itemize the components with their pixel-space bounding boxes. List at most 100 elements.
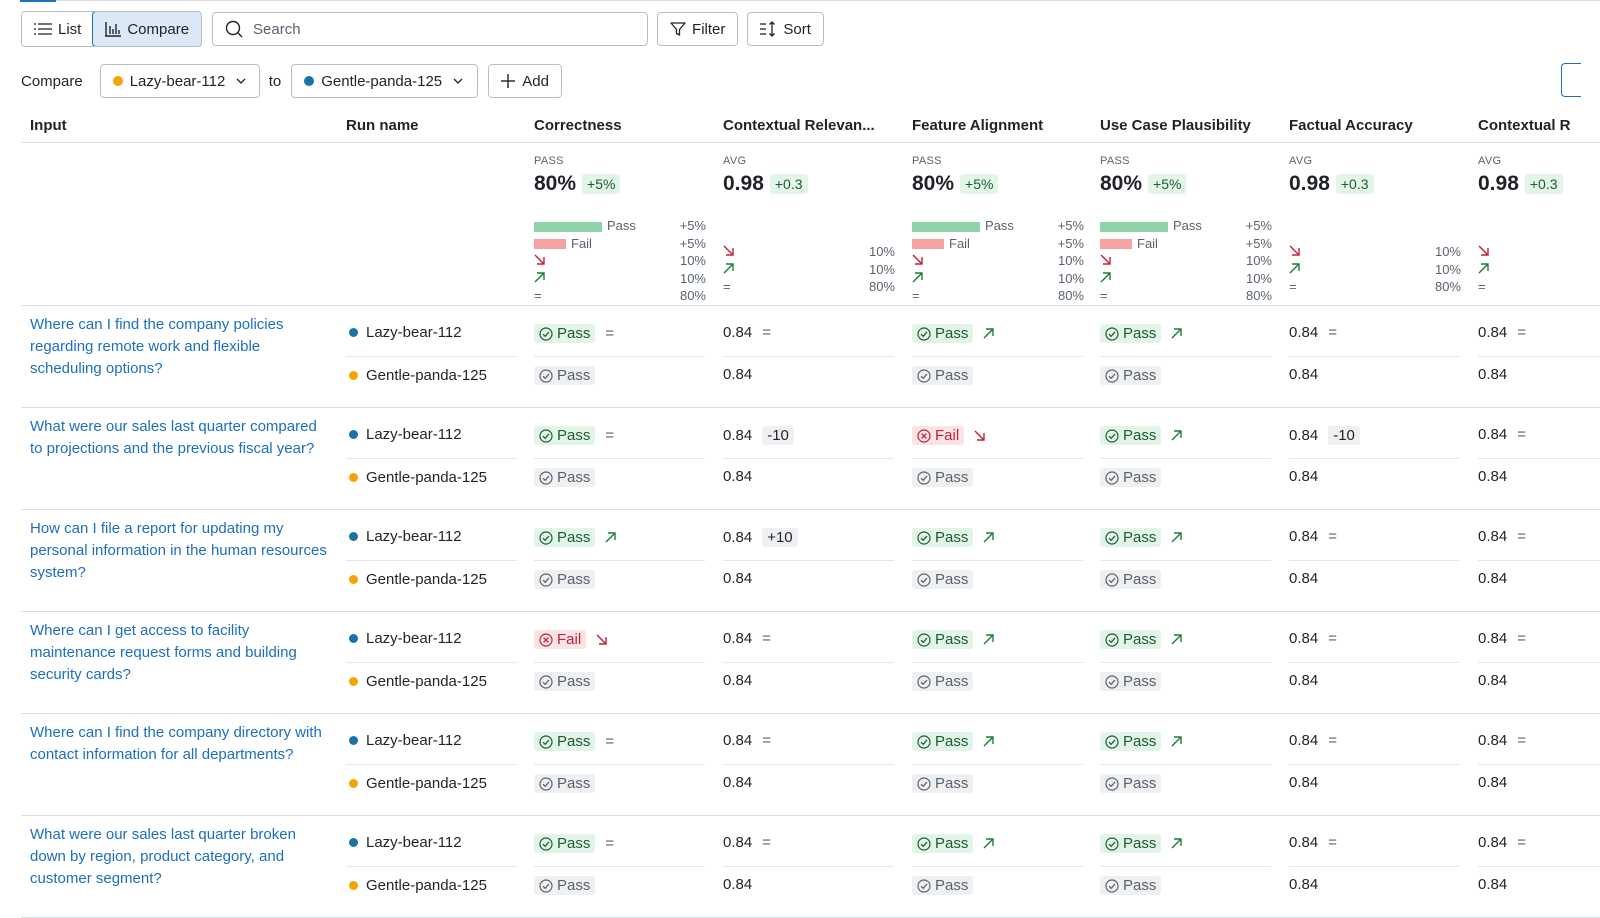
correctness-cell: Fail xyxy=(534,630,607,649)
factual-accuracy-cell: 0.84 = xyxy=(1289,528,1337,545)
score-delta: -10 xyxy=(762,426,794,445)
badge-label: Pass xyxy=(557,733,591,750)
row-divider xyxy=(1100,356,1271,357)
pass-badge: Pass xyxy=(1100,774,1162,793)
input-question-link[interactable]: Where can I find the company directory w… xyxy=(30,724,322,763)
score-value: 0.84 xyxy=(1478,366,1508,383)
feature-alignment-cell: Pass xyxy=(912,732,995,751)
input-question-link[interactable]: What were our sales last quarter broken … xyxy=(30,826,296,887)
badge-label: Pass xyxy=(1123,367,1157,384)
check-circle-icon xyxy=(1105,368,1119,383)
score-value: 0.84 xyxy=(1289,672,1319,689)
input-question-link[interactable]: Where can I find the company policies re… xyxy=(30,316,284,377)
pass-badge: Pass xyxy=(534,876,596,895)
header-feature-alignment[interactable]: Feature Alignment xyxy=(912,117,1044,134)
use-case-plausibility-cell: Pass xyxy=(1100,570,1162,589)
factual-accuracy-cell: 0.84 xyxy=(1289,876,1318,893)
dist-value: 10% xyxy=(1245,270,1272,286)
equal-icon: = xyxy=(1517,630,1526,647)
score-value: 0.84 xyxy=(723,834,753,851)
x-circle-icon xyxy=(539,632,553,647)
score-value: 0.84 xyxy=(723,570,753,587)
run-a-select[interactable]: Lazy-bear-112 xyxy=(99,64,260,98)
fail-label: Fail xyxy=(949,235,970,251)
header-input[interactable]: Input xyxy=(30,117,67,134)
search-input[interactable] xyxy=(251,19,616,39)
run-name: Gentle-panda-125 xyxy=(366,877,487,894)
run-b-dot xyxy=(349,430,358,439)
view-toggle: List Compare xyxy=(21,11,203,47)
row-divider xyxy=(1289,866,1460,867)
input-question-link[interactable]: What were our sales last quarter compare… xyxy=(30,418,317,457)
summary-row: PASS 80% +5% Pass +5% Fail +5% 10% 10% = 80… xyxy=(21,143,1600,306)
contextual-relevance-cell: 0.84 +10 xyxy=(723,528,798,547)
fail-badge: Fail xyxy=(912,426,965,445)
run-name: Lazy-bear-112 xyxy=(366,324,462,341)
run-name: Lazy-bear-112 xyxy=(366,834,462,851)
filter-button[interactable]: Filter xyxy=(657,12,739,46)
row-divider xyxy=(723,560,894,561)
correctness-cell: Pass xyxy=(534,528,617,547)
use-case-plausibility-cell: Pass xyxy=(1100,672,1162,691)
row-divider xyxy=(912,866,1083,867)
pass-badge: Pass xyxy=(1100,834,1162,853)
add-run-button[interactable]: Add xyxy=(488,64,562,98)
fail-bar xyxy=(534,239,566,250)
score-value: 0.84 xyxy=(1478,570,1508,587)
pass-badge: Pass xyxy=(534,528,596,547)
row-divider xyxy=(912,764,1083,765)
dist-value: 10% xyxy=(1434,244,1461,259)
dist-value: 80% xyxy=(1245,288,1272,303)
header-run-name[interactable]: Run name xyxy=(346,117,419,134)
table-header: Input Run name Correctness Contextual Re… xyxy=(21,108,1600,143)
dist-value: 10% xyxy=(1245,253,1272,268)
row-divider xyxy=(1289,662,1460,663)
sort-button[interactable]: Sort xyxy=(747,12,824,46)
run-a-dot xyxy=(349,371,358,380)
use-case-plausibility-cell: Pass xyxy=(1100,528,1183,547)
feature-alignment-cell: Pass xyxy=(912,366,974,385)
table-row: How can I file a report for updating my … xyxy=(21,510,1600,612)
check-circle-icon xyxy=(917,776,931,791)
use-case-plausibility-cell: Pass xyxy=(1100,324,1183,343)
check-circle-icon xyxy=(917,572,931,587)
list-view-button[interactable]: List xyxy=(22,12,94,46)
table-row: Where can I find the company directory w… xyxy=(21,714,1600,816)
badge-label: Pass xyxy=(557,427,591,444)
header-factual-accuracy[interactable]: Factual Accuracy xyxy=(1289,117,1413,134)
row-divider xyxy=(912,560,1083,561)
score-value: 0.84 xyxy=(1478,672,1508,689)
run-name-cell: Lazy-bear-112 xyxy=(349,426,462,443)
table-body: Where can I find the company policies re… xyxy=(21,306,1600,918)
arrow-up-right-icon xyxy=(983,736,995,747)
header-correctness[interactable]: Correctness xyxy=(534,117,622,134)
dist-value: 80% xyxy=(1057,288,1084,303)
row-divider xyxy=(723,866,894,867)
row-divider xyxy=(534,662,705,663)
overflow-button[interactable] xyxy=(1561,63,1581,97)
run-b-select[interactable]: Gentle-panda-125 xyxy=(291,64,479,98)
header-use-case-plausibility[interactable]: Use Case Plausibility xyxy=(1100,117,1251,134)
equal-icon: = xyxy=(1289,279,1297,294)
plus-icon xyxy=(501,74,516,88)
header-contextual-r[interactable]: Contextual R xyxy=(1478,117,1571,134)
factual-accuracy-cell: 0.84 xyxy=(1289,570,1318,587)
arrow-up-right-icon xyxy=(983,634,995,645)
row-divider xyxy=(534,458,705,459)
header-contextual-relevance[interactable]: Contextual Relevan... xyxy=(723,117,875,134)
contextual-relevance-cell: 0.84 = xyxy=(723,630,771,647)
compare-view-button[interactable]: Compare xyxy=(92,12,202,46)
badge-label: Pass xyxy=(1123,325,1157,342)
input-question-link[interactable]: Where can I get access to facility maint… xyxy=(30,622,297,683)
run-a-select-value: Lazy-bear-112 xyxy=(129,72,226,90)
run-b-select-value: Gentle-panda-125 xyxy=(321,72,443,90)
badge-label: Pass xyxy=(557,673,591,690)
input-question-link[interactable]: How can I file a report for updating my … xyxy=(30,520,327,581)
check-circle-icon xyxy=(1105,530,1119,545)
check-circle-icon xyxy=(1105,428,1119,443)
badge-label: Pass xyxy=(935,733,969,750)
run-b-dot xyxy=(349,532,358,541)
use-case-plausibility-cell: Pass xyxy=(1100,774,1162,793)
run-name-cell: Gentle-panda-125 xyxy=(349,571,487,588)
feature-alignment-cell: Pass xyxy=(912,834,995,853)
